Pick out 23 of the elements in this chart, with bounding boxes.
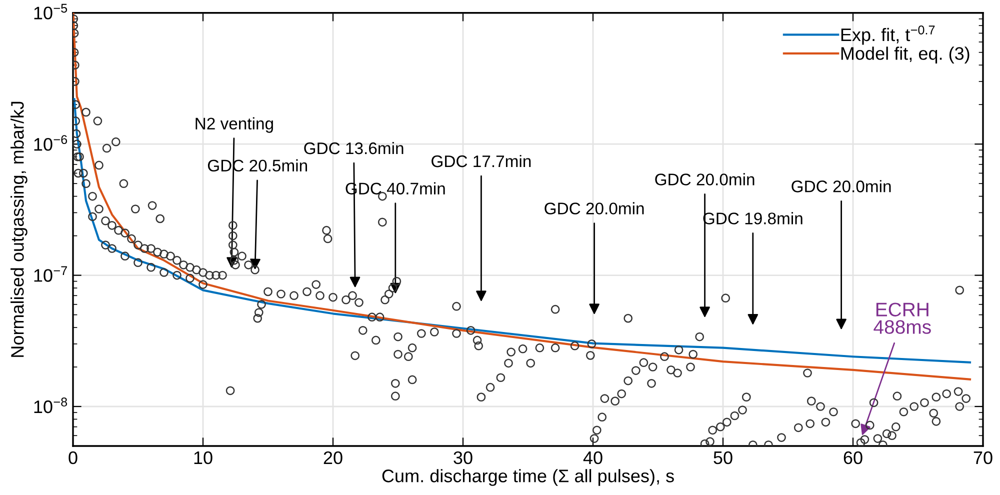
x-tick-label: 60 bbox=[844, 451, 862, 464]
y-tick-label: 10$^{−8}$ bbox=[34, 398, 68, 414]
legend-label: Model fit, eq. (3) bbox=[841, 46, 970, 64]
legend-label: Exp. fit, t$^{−0.7}$ bbox=[841, 26, 935, 45]
annotation: GDC 20.0min bbox=[792, 180, 891, 192]
annotation: GDC 17.7min bbox=[432, 154, 531, 168]
x-tick-label: 70 bbox=[974, 451, 992, 464]
y-tick-label: 10$^{−7}$ bbox=[34, 266, 67, 282]
x-tick-label: 40 bbox=[583, 451, 602, 464]
annotation: GDC 13.6min bbox=[304, 142, 404, 154]
x-tick-label: 10 bbox=[194, 451, 212, 464]
y-tick-label: 10$^{−6}$ bbox=[34, 135, 68, 151]
annotation: GDC 20.0min bbox=[544, 202, 644, 214]
x-tick-label: 0 bbox=[68, 451, 78, 464]
annotation: GDC 20.0min bbox=[655, 173, 754, 186]
x-tick-label: 50 bbox=[714, 451, 732, 464]
x-tick-label: 20 bbox=[324, 451, 342, 464]
annotation: N2 venting bbox=[196, 117, 273, 133]
annotation: ECRH 488ms bbox=[874, 302, 931, 334]
y-axis-title: Normalised outgassing, mbar/kJ bbox=[10, 102, 28, 357]
y-tick-label: 10$^{−5}$ bbox=[34, 4, 68, 20]
x-axis-title: Cum. discharge time (Σ all pulses), s bbox=[382, 469, 674, 486]
x-tick-label: 30 bbox=[454, 451, 472, 464]
